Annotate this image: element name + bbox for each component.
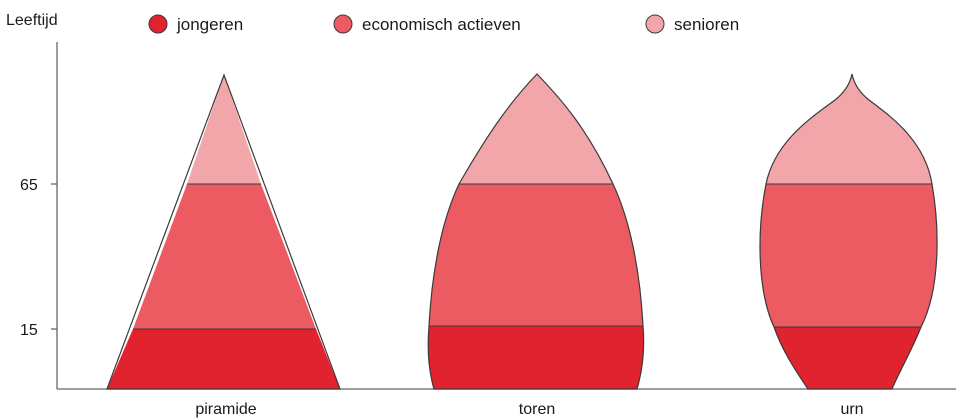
piramide-outline — [106, 73, 341, 390]
toren-outline — [427, 73, 645, 390]
shape-label-piramide: piramide — [195, 401, 256, 418]
shape-label-urn: urn — [840, 401, 863, 418]
tick-label-15: 15 — [20, 322, 38, 339]
piramide-senioren-band — [187, 75, 261, 184]
urn-outline — [759, 73, 938, 390]
shape-toren — [427, 73, 645, 390]
legend-label-senioren: senioren — [674, 15, 739, 34]
toren-senioren-band — [459, 74, 613, 184]
piramide-jongeren-band — [107, 329, 340, 389]
legend: jongeren economisch actieven senioren — [148, 14, 739, 34]
shape-urn — [759, 73, 938, 390]
toren-jongeren-band — [428, 326, 644, 389]
toren-economisch-actieven-band — [429, 184, 643, 326]
legend-swatch-senioren — [645, 14, 665, 34]
shape-label-toren: toren — [519, 401, 555, 418]
y-axis-label: Leeftijd — [6, 12, 58, 29]
legend-label-jongeren: jongeren — [176, 15, 243, 34]
urn-senioren-band — [766, 74, 932, 184]
legend-label-economisch-actieven: economisch actieven — [362, 15, 521, 34]
legend-swatch-economisch-actieven — [333, 14, 353, 34]
piramide-economisch-actieven-band — [133, 184, 316, 329]
urn-jongeren-band — [774, 327, 921, 389]
urn-economisch-actieven-band — [760, 184, 938, 327]
legend-swatch-jongeren — [148, 14, 168, 34]
shape-piramide — [106, 73, 341, 390]
tick-label-65: 65 — [20, 177, 38, 194]
